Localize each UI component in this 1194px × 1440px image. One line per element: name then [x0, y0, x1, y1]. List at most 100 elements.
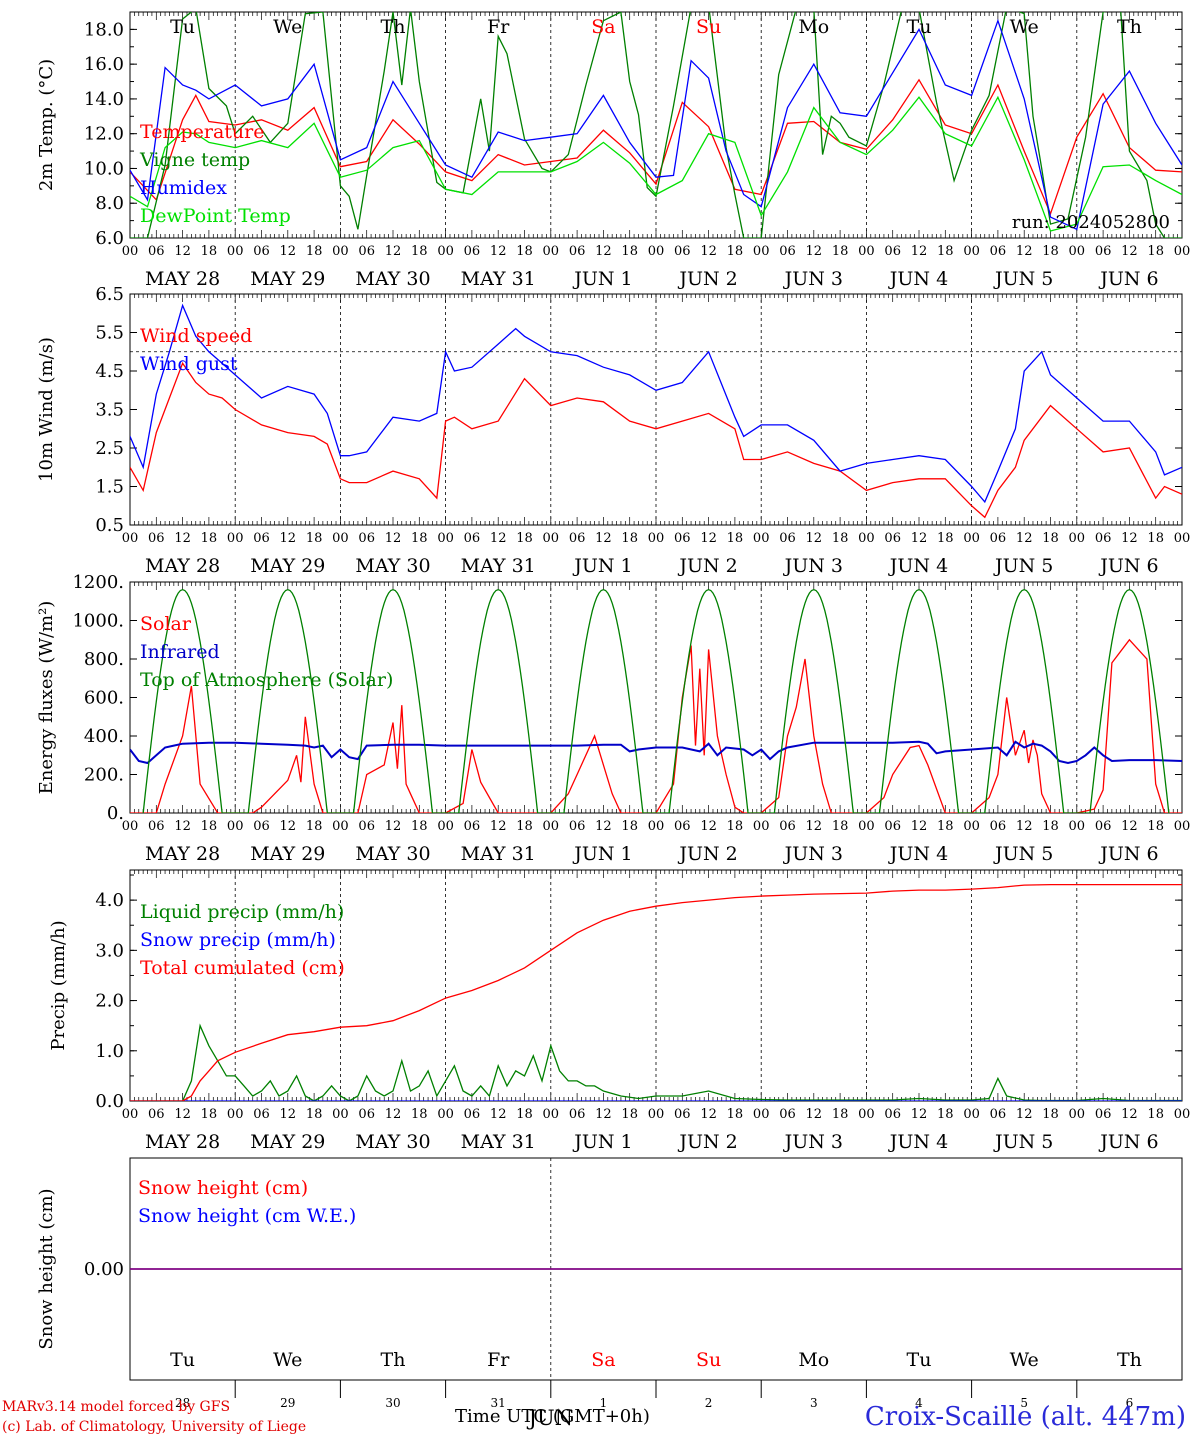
hour-tick-label: 00 — [332, 1107, 349, 1122]
hour-tick-label: 18 — [832, 531, 849, 546]
weekday-label: Mo — [798, 1349, 829, 1371]
hour-tick-label: 12 — [700, 244, 717, 259]
hour-tick-label: 12 — [174, 244, 191, 259]
hour-tick-label: 18 — [306, 531, 323, 546]
hour-tick-label: 12 — [280, 244, 297, 259]
hour-tick-label: 12 — [280, 819, 297, 834]
hour-tick-label: 18 — [201, 819, 218, 834]
hour-tick-label: 12 — [385, 1107, 402, 1122]
hour-tick-label: 12 — [174, 531, 191, 546]
y-tick-label: 0.00 — [84, 1259, 124, 1280]
hour-tick-label: 12 — [174, 819, 191, 834]
hour-tick-label: 06 — [464, 244, 481, 259]
hour-tick-label: 00 — [543, 1107, 560, 1122]
hour-tick-label: 00 — [858, 819, 875, 834]
y-tick-label: 6.5 — [95, 284, 124, 305]
date-label: MAY 30 — [355, 555, 430, 577]
hour-tick-label: 12 — [490, 1107, 507, 1122]
hour-tick-label: 18 — [1147, 1107, 1164, 1122]
hour-tick-label: 00 — [122, 531, 139, 546]
hour-tick-label: 00 — [543, 819, 560, 834]
hour-tick-label: 18 — [621, 244, 638, 259]
date-label: JUN 3 — [783, 843, 843, 865]
hour-tick-label: 18 — [411, 1107, 428, 1122]
lab-credit: (c) Lab. of Climatology, University of L… — [2, 1419, 307, 1435]
hour-tick-label: 06 — [884, 1107, 901, 1122]
series-total-cumulated-cm — [130, 883, 1182, 1101]
weekday-label: Fr — [487, 1349, 510, 1371]
weekday-label: Sa — [591, 16, 615, 38]
hour-tick-label: 00 — [332, 244, 349, 259]
day-number: 30 — [385, 1396, 400, 1410]
legend-entry: Infrared — [140, 641, 220, 663]
weekday-label: Th — [381, 1349, 406, 1371]
hour-tick-label: 12 — [911, 531, 928, 546]
y-tick-label: 4.5 — [95, 361, 124, 382]
hour-tick-label: 12 — [1121, 244, 1138, 259]
hour-tick-label: 06 — [990, 244, 1007, 259]
y-tick-label: 0.5 — [95, 515, 124, 536]
hour-tick-label: 12 — [1016, 244, 1033, 259]
y-tick-label: 6.0 — [95, 228, 124, 249]
hour-tick-label: 12 — [806, 531, 823, 546]
hour-tick-label: 12 — [806, 244, 823, 259]
weekday-label: Th — [1117, 16, 1142, 38]
hour-tick-label: 12 — [385, 244, 402, 259]
legend-entry: Total cumulated (cm) — [140, 957, 345, 979]
y-tick-label: 400. — [84, 726, 124, 747]
panel-2 — [129, 293, 1183, 526]
y-tick-label: 18.0 — [84, 19, 124, 40]
weekday-label: Tu — [170, 16, 195, 38]
y-tick-label: 5.5 — [95, 323, 124, 344]
hour-tick-label: 18 — [201, 244, 218, 259]
hour-tick-label: 06 — [674, 531, 691, 546]
date-label: JUN 2 — [677, 555, 737, 577]
hour-tick-label: 12 — [1121, 531, 1138, 546]
weekday-label: Tu — [170, 1349, 195, 1371]
hour-tick-label: 18 — [937, 1107, 954, 1122]
hour-tick-label: 00 — [648, 531, 665, 546]
series-liquid-precip-mm-h — [130, 1023, 1182, 1101]
y-tick-label: 0. — [107, 803, 124, 824]
hour-tick-label: 00 — [227, 244, 244, 259]
hour-tick-label: 00 — [963, 244, 980, 259]
y-axis-label: 2m Temp. (°C) — [36, 59, 57, 191]
y-tick-label: 4.0 — [95, 890, 124, 911]
date-label: MAY 28 — [145, 268, 220, 290]
day-number: 3 — [810, 1396, 818, 1410]
hour-tick-label: 18 — [516, 1107, 533, 1122]
hour-tick-label: 06 — [569, 819, 586, 834]
hour-tick-label: 00 — [227, 531, 244, 546]
hour-tick-label: 12 — [280, 1107, 297, 1122]
hour-tick-label: 00 — [963, 531, 980, 546]
hour-tick-label: 00 — [122, 1107, 139, 1122]
hour-tick-label: 00 — [332, 531, 349, 546]
hour-tick-label: 00 — [332, 819, 349, 834]
hour-tick-label: 00 — [437, 819, 454, 834]
date-label: MAY 29 — [250, 1131, 325, 1153]
legend-entry: Wind gust — [140, 353, 238, 375]
hour-tick-label: 00 — [858, 531, 875, 546]
hour-tick-label: 18 — [1147, 819, 1164, 834]
series-wind-gust — [130, 303, 1182, 504]
y-tick-label: 2.0 — [95, 991, 124, 1012]
day-number: 29 — [280, 1396, 295, 1410]
legend-entry: Snow precip (mm/h) — [140, 929, 336, 951]
hour-tick-label: 18 — [306, 1107, 323, 1122]
day-number: 6 — [1126, 1396, 1134, 1410]
y-axis-label: Energy fluxes (W/m²) — [36, 601, 57, 795]
hour-tick-label: 06 — [569, 531, 586, 546]
y-tick-label: 16.0 — [84, 54, 124, 75]
day-number: 1 — [600, 1396, 608, 1410]
y-tick-label: 3.0 — [95, 940, 124, 961]
date-label: JUN 2 — [677, 843, 737, 865]
date-label: JUN 6 — [1098, 843, 1158, 865]
panel-1 — [129, 11, 1183, 239]
date-label: JUN 5 — [993, 268, 1053, 290]
weekday-label: Tu — [907, 16, 932, 38]
date-label: JUN 1 — [572, 1131, 632, 1153]
y-axis-label: 10m Wind (m/s) — [36, 337, 57, 482]
y-tick-label: 0.0 — [95, 1091, 124, 1112]
month-label: JUN — [527, 1406, 574, 1430]
hour-tick-label: 06 — [884, 531, 901, 546]
